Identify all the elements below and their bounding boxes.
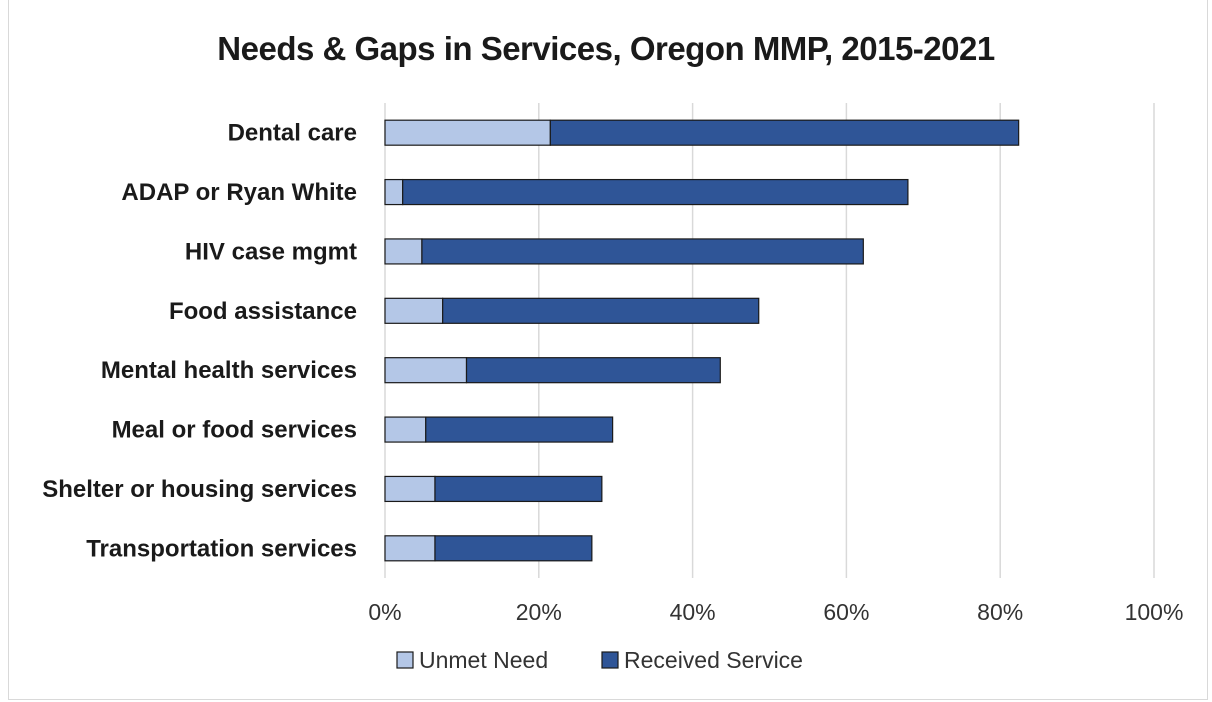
- legend-label: Received Service: [624, 647, 803, 673]
- bar-received-service: [549, 119, 1020, 146]
- bar-received-service: [421, 238, 864, 265]
- bar-unmet-need: [384, 357, 468, 384]
- category-label: Meal or food services: [112, 417, 357, 444]
- bar-unmet-need: [384, 297, 444, 324]
- x-tick-label: 60%: [823, 599, 869, 625]
- bar-received-service: [434, 475, 603, 503]
- chart-title: Needs & Gaps in Services, Oregon MMP, 20…: [217, 30, 995, 67]
- x-tick-label: 40%: [670, 599, 716, 625]
- category-label: Dental care: [228, 120, 357, 147]
- gridlines: [384, 103, 1155, 578]
- legend-swatch: [601, 651, 619, 669]
- category-label: HIV case mgmt: [185, 238, 357, 265]
- legend: Unmet Need Received Service: [396, 647, 803, 673]
- bars: [384, 119, 1020, 562]
- x-tick-label: 100%: [1125, 599, 1184, 625]
- bar-received-service: [465, 357, 721, 384]
- bar-received-service: [402, 178, 909, 206]
- bar-unmet-need: [384, 238, 423, 265]
- category-label: Shelter or housing services: [42, 476, 357, 503]
- legend-label: Unmet Need: [419, 647, 548, 673]
- bar-received-service: [425, 416, 614, 443]
- bar-unmet-need: [384, 475, 436, 503]
- legend-swatch: [396, 651, 414, 669]
- x-tick-label: 20%: [516, 599, 562, 625]
- category-label: ADAP or Ryan White: [121, 179, 357, 206]
- bar-unmet-need: [384, 178, 404, 206]
- category-label: Transportation services: [86, 535, 357, 562]
- bar-received-service: [434, 535, 593, 562]
- bar-unmet-need: [384, 535, 436, 562]
- bar-received-service: [442, 297, 760, 324]
- bar-unmet-need: [384, 416, 427, 443]
- x-tick-label: 80%: [977, 599, 1023, 625]
- category-label: Food assistance: [169, 298, 357, 325]
- x-tick-label: 0%: [368, 599, 401, 625]
- category-labels: Dental care ADAP or Ryan White HIV case mg…: [42, 120, 357, 563]
- x-axis-ticks: 0% 20% 40% 60% 80% 100%: [368, 599, 1183, 625]
- bar-unmet-need: [384, 119, 551, 146]
- chart-frame: [8, 0, 1208, 700]
- category-label: Mental health services: [101, 357, 357, 384]
